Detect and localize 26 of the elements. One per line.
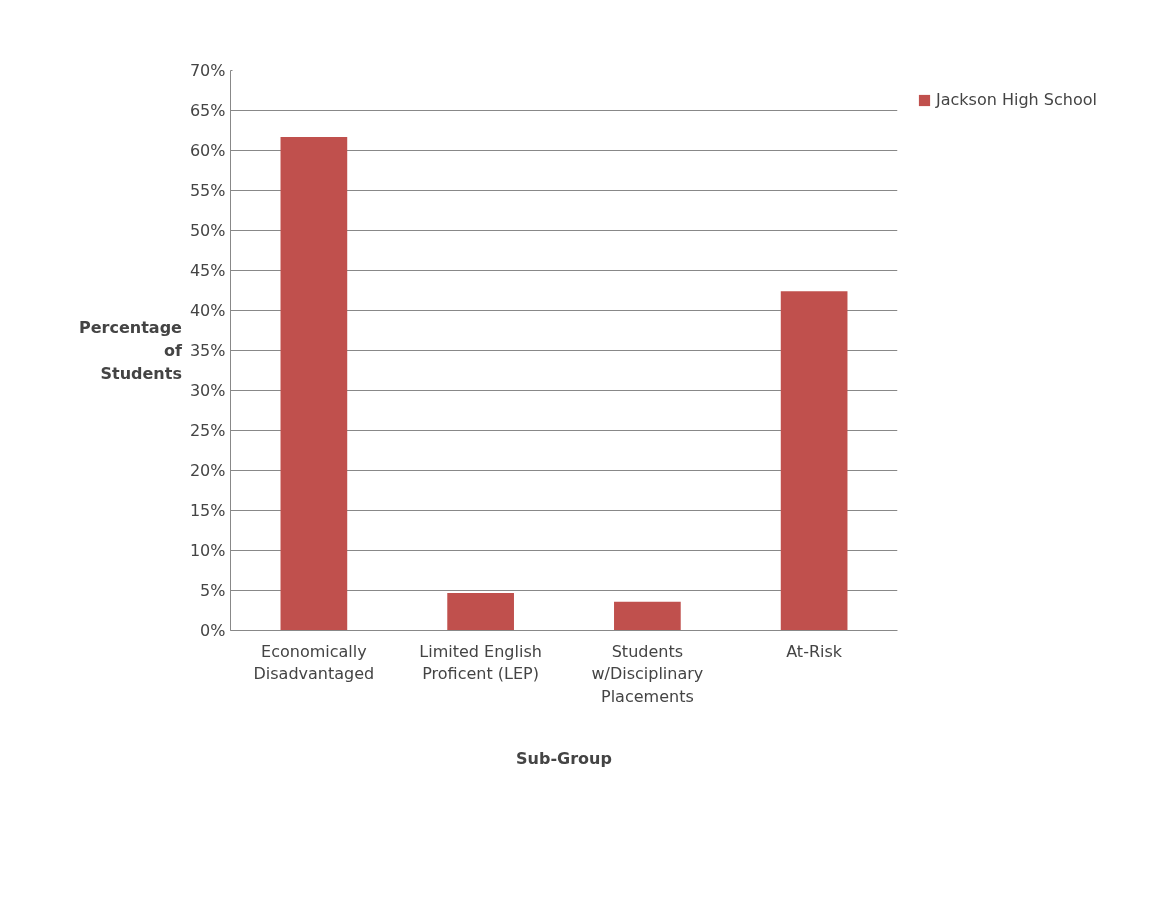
x-tick-label: Economically Disadvantaged [253, 641, 375, 684]
y-axis-title: Percentage of Students [78, 318, 183, 383]
y-tick-label: 55% [189, 181, 226, 200]
y-tick-label: 65% [189, 101, 226, 120]
x-tick-label: Limited English Proficent (LEP) [419, 641, 542, 684]
bar [280, 136, 348, 631]
x-tick-label: At-Risk [786, 641, 843, 661]
legend-label: Jackson High School [936, 90, 1097, 109]
y-tick-label: 40% [189, 301, 226, 320]
y-tick-label: 45% [189, 261, 226, 280]
bar [447, 592, 514, 631]
bar [614, 601, 681, 631]
y-tick-label: 0% [200, 621, 226, 640]
x-axis-title: Sub-Group [516, 749, 612, 769]
y-tick-label: 50% [189, 221, 226, 240]
y-tick-label: 15% [189, 501, 226, 520]
y-tick-label: 35% [189, 341, 226, 360]
bar [780, 291, 848, 631]
y-tick-label: 25% [189, 421, 226, 440]
y-tick-label: 10% [189, 541, 226, 560]
y-tick-label: 20% [189, 461, 226, 480]
y-tick-label: 30% [189, 381, 226, 400]
x-tick-label: Students w/Disciplinary Placements [591, 641, 704, 707]
y-tick-label: 70% [189, 61, 226, 80]
y-tick-label: 5% [200, 581, 226, 600]
y-tick-label: 60% [189, 141, 226, 160]
